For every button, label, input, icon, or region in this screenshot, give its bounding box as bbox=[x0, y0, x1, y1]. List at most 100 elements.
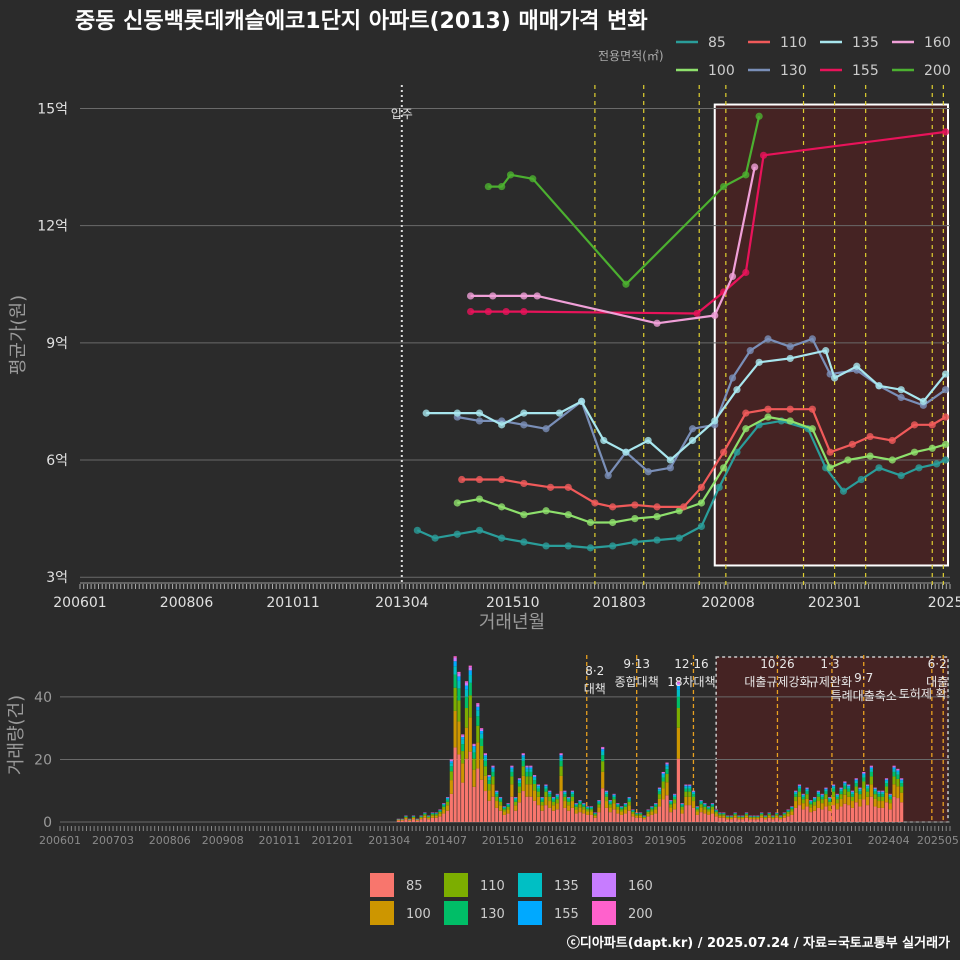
volume-bar bbox=[461, 744, 465, 752]
volume-bar bbox=[642, 819, 646, 822]
data-point-200 bbox=[622, 280, 630, 288]
volume-bar bbox=[517, 778, 522, 780]
volume-bar bbox=[551, 805, 556, 811]
data-point-85 bbox=[697, 522, 706, 531]
volume-bar bbox=[695, 814, 699, 822]
volume-bar bbox=[601, 788, 605, 822]
data-point-85 bbox=[941, 456, 950, 464]
volume-bar bbox=[869, 765, 873, 767]
volume-bar bbox=[888, 796, 892, 800]
volume-bar bbox=[888, 803, 892, 810]
volume-bar bbox=[468, 695, 472, 718]
volume-bar bbox=[805, 788, 809, 790]
volume-bar bbox=[657, 794, 662, 799]
volume-bar bbox=[604, 807, 609, 822]
volume-x-tick: 202301 bbox=[811, 834, 853, 847]
volume-bar bbox=[529, 767, 533, 770]
volume-bar bbox=[570, 807, 575, 822]
data-point-130 bbox=[764, 335, 772, 343]
volume-bar bbox=[548, 801, 552, 808]
volume-bar bbox=[862, 788, 866, 800]
volume-bar bbox=[718, 817, 722, 822]
volume-bar bbox=[699, 801, 703, 803]
data-point-85 bbox=[631, 538, 639, 546]
volume-bar bbox=[620, 808, 624, 810]
volume-bar bbox=[525, 765, 529, 767]
volume-bar bbox=[816, 807, 820, 822]
volume-bar bbox=[514, 805, 518, 811]
volume-bar bbox=[661, 799, 665, 822]
volume-bar bbox=[881, 794, 885, 797]
volume-bar bbox=[865, 805, 870, 822]
price-x-axis-title: 거래년월 bbox=[479, 612, 545, 633]
volume-bar bbox=[427, 817, 431, 820]
volume-bar bbox=[752, 816, 756, 817]
volume-bar bbox=[589, 808, 593, 810]
volume-x-tick: 202505 bbox=[917, 834, 959, 847]
volume-bar bbox=[514, 799, 518, 802]
volume-bar bbox=[604, 792, 609, 795]
volume-bar bbox=[794, 791, 798, 792]
volume-bar bbox=[862, 772, 866, 774]
volume-bar bbox=[673, 796, 677, 800]
volume-bar bbox=[657, 791, 662, 795]
volume-bar bbox=[442, 813, 446, 822]
volume-bar bbox=[862, 771, 866, 773]
volume-bar bbox=[548, 791, 552, 792]
volume-bar bbox=[544, 791, 548, 797]
volume-bar bbox=[491, 771, 495, 777]
volume-bar bbox=[533, 776, 537, 778]
volume-bar bbox=[797, 796, 802, 806]
volume-bar bbox=[457, 754, 461, 822]
volume-bar bbox=[684, 785, 688, 787]
volume-bar bbox=[680, 813, 684, 822]
volume-bar bbox=[608, 801, 612, 803]
volume-bar bbox=[438, 811, 442, 814]
volume-bar bbox=[665, 763, 669, 765]
volume-bar bbox=[498, 798, 503, 800]
volume-bar bbox=[801, 809, 805, 822]
volume-bar bbox=[464, 681, 469, 683]
volume-bar bbox=[862, 781, 866, 789]
series-line-160 bbox=[470, 166, 756, 325]
volume-bar bbox=[578, 800, 582, 802]
volume-bar bbox=[559, 791, 563, 822]
volume-bar bbox=[775, 814, 779, 816]
volume-bar bbox=[801, 796, 805, 800]
volume-bar bbox=[548, 796, 552, 802]
data-point-110 bbox=[475, 475, 484, 484]
legend-label-200: 200 bbox=[924, 63, 951, 79]
volume-bar bbox=[767, 815, 771, 818]
policy-label: 특례대출축소 bbox=[831, 689, 897, 703]
volume-bar bbox=[707, 808, 711, 810]
volume-bar bbox=[608, 812, 612, 822]
volume-bar bbox=[816, 794, 820, 797]
volume-bar bbox=[536, 788, 540, 792]
data-point-135 bbox=[875, 382, 883, 390]
data-point-100 bbox=[742, 425, 750, 433]
data-point-130 bbox=[786, 343, 794, 351]
volume-bar bbox=[729, 816, 733, 817]
series-200 bbox=[484, 112, 763, 288]
volume-bar bbox=[544, 786, 548, 789]
price-y-tick: 12억 bbox=[37, 219, 68, 235]
volume-bar bbox=[612, 796, 616, 800]
volume-bar bbox=[445, 798, 450, 800]
volume-bar bbox=[563, 801, 567, 808]
volume-bar bbox=[597, 802, 601, 805]
volume-bar bbox=[411, 816, 416, 818]
price-x-tick: 200601 bbox=[53, 595, 106, 611]
volume-bar bbox=[752, 817, 756, 820]
volume-bar bbox=[612, 803, 616, 810]
volume-bar bbox=[673, 809, 677, 822]
volume-bar bbox=[476, 706, 480, 711]
volume-bar bbox=[449, 763, 453, 767]
volume-bar bbox=[843, 794, 847, 804]
data-point-155 bbox=[941, 128, 950, 136]
volume-bar bbox=[419, 817, 423, 820]
volume-bar bbox=[623, 803, 628, 805]
volume-bar bbox=[824, 788, 828, 790]
volume-bar bbox=[839, 806, 843, 822]
volume-bar bbox=[824, 806, 828, 822]
price-y-tick: 9억 bbox=[46, 336, 68, 352]
